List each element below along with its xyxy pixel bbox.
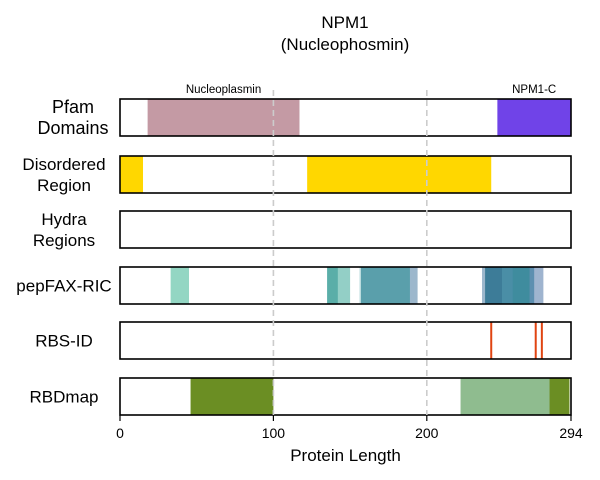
track-label: Hydra: [41, 210, 87, 229]
track-segment: [147, 99, 300, 136]
track-border: [119, 266, 572, 305]
track-segment: [190, 378, 274, 415]
track-segment: [512, 267, 532, 304]
track-segment: [360, 267, 412, 304]
track-label: RBS-ID: [35, 332, 93, 351]
track-segment: [120, 156, 144, 193]
track-label: Domains: [37, 118, 108, 138]
track-segment: [549, 378, 570, 415]
track-disordered: Disordered Region: [22, 155, 572, 195]
track-segment: [460, 378, 550, 415]
track-label: RBDmap: [30, 388, 99, 407]
track-segment: [409, 267, 418, 304]
x-tick-label: 200: [415, 425, 439, 441]
track-hydra: Hydra Regions: [33, 210, 572, 250]
domain-label: NPM1-C: [512, 84, 556, 96]
track-segment: [485, 267, 504, 304]
chart-subtitle: (Nucleophosmin): [281, 35, 410, 54]
track-border: [119, 377, 572, 416]
track-rbsid: RBS-ID: [35, 321, 572, 360]
track-rbdmap: RBDmap: [30, 377, 572, 416]
track-segment: [501, 267, 515, 304]
track-background: [120, 322, 571, 359]
track-border: [119, 98, 572, 137]
track-label: Pfam: [52, 97, 94, 117]
track-label: Disordered: [22, 155, 105, 174]
track-segment: [307, 156, 492, 193]
x-tick-label: 0: [116, 425, 124, 441]
track-segment: [170, 267, 190, 304]
x-tick-label: 294: [559, 425, 583, 441]
chart-title: NPM1: [321, 13, 368, 32]
x-tick-label: 100: [262, 425, 286, 441]
track-border: [119, 321, 572, 360]
track-label: pepFAX-RIC: [16, 277, 111, 296]
track-label: Regions: [33, 231, 95, 250]
track-border: [119, 155, 572, 194]
track-pepfax: pepFAX-RIC: [16, 266, 572, 305]
track-border: [119, 210, 572, 249]
domain-label: Nucleoplasmin: [186, 84, 261, 96]
track-segment: [482, 267, 487, 304]
track-segment: [327, 267, 340, 304]
track-segment: [337, 267, 351, 304]
x-axis-label: Protein Length: [290, 446, 401, 465]
track-segment: [534, 267, 544, 304]
track-label: Region: [37, 176, 91, 195]
track-segment: [497, 99, 571, 136]
track-background: [120, 211, 571, 248]
